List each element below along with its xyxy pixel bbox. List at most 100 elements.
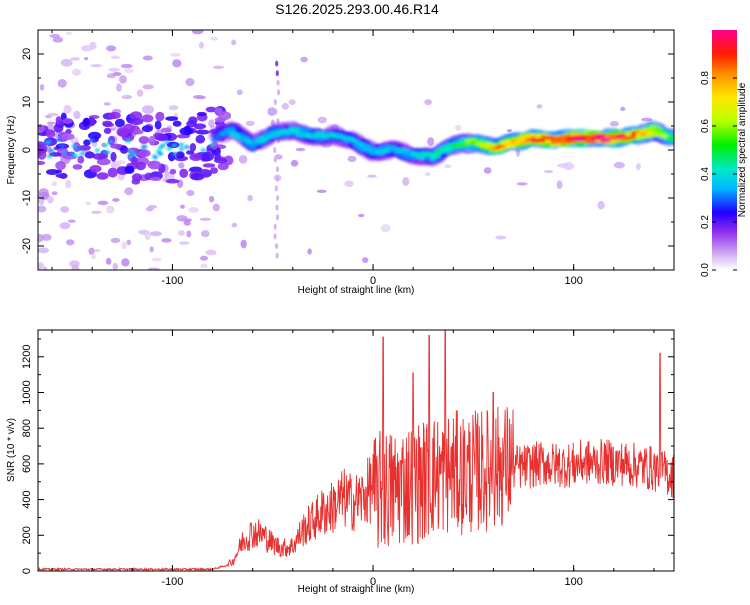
band-blob xyxy=(85,151,95,158)
streak-segment xyxy=(277,89,280,95)
noise-speckle xyxy=(455,125,461,131)
ridge-dot xyxy=(60,144,65,148)
x-tick-label: 100 xyxy=(565,275,583,287)
band-blob xyxy=(115,119,125,127)
noise-speckle xyxy=(116,83,122,91)
noise-speckle xyxy=(106,45,116,51)
ridge-dot xyxy=(172,152,177,156)
noise-speckle xyxy=(201,230,210,237)
spectrogram-y-label: Frequency (Hz) xyxy=(6,116,17,185)
noise-speckle xyxy=(58,79,67,88)
streak-segment xyxy=(274,157,277,163)
ridge-dot xyxy=(46,140,51,144)
ridge-dot xyxy=(95,149,100,153)
noise-speckle xyxy=(169,105,178,110)
band-blob xyxy=(166,179,179,184)
ridge-segment xyxy=(628,137,634,138)
band-blob xyxy=(190,143,196,152)
band-blob xyxy=(196,135,206,144)
streak-segment xyxy=(274,224,277,230)
streak-segment xyxy=(277,80,280,86)
ridge-segment xyxy=(287,132,293,133)
colorbar-tick-label: 0.8 xyxy=(700,71,711,85)
noise-speckle xyxy=(402,177,409,186)
noise-speckle xyxy=(636,163,641,170)
streak-segment xyxy=(276,195,279,201)
noise-speckle xyxy=(289,99,296,105)
noise-speckle xyxy=(148,205,157,209)
ridge-segment xyxy=(292,130,298,131)
streak-segment xyxy=(276,70,279,76)
band-blob xyxy=(59,173,67,179)
noise-speckle xyxy=(186,190,194,196)
y-tick-label: 200 xyxy=(21,526,33,544)
noise-speckle xyxy=(84,57,88,60)
ridge-segment xyxy=(553,141,559,142)
band-blob xyxy=(156,134,168,142)
spectrogram-streak xyxy=(273,61,280,259)
band-blob xyxy=(46,169,59,175)
noise-speckle xyxy=(38,247,50,253)
noise-speckle xyxy=(72,69,81,76)
noise-speckle xyxy=(48,113,59,116)
noise-speckle xyxy=(200,264,208,269)
noise-speckle xyxy=(344,181,353,187)
ridge-dot xyxy=(158,146,163,150)
streak-segment xyxy=(276,214,279,220)
band-blob xyxy=(155,112,164,122)
ridge-dot xyxy=(72,144,77,148)
band-blob xyxy=(210,167,218,174)
ridge-segment xyxy=(272,135,278,136)
band-blob xyxy=(218,163,229,171)
noise-speckle xyxy=(427,137,434,146)
noise-speckle xyxy=(124,69,134,74)
band-blob xyxy=(132,179,141,185)
noise-speckle xyxy=(124,187,133,195)
ridge-dot xyxy=(128,154,133,158)
ridge-dot xyxy=(210,143,215,147)
band-blob xyxy=(77,156,84,164)
band-blob xyxy=(108,168,118,178)
noise-speckle xyxy=(444,164,451,168)
ridge-dot xyxy=(201,148,206,152)
colorbar-tick-label: 0.6 xyxy=(700,119,711,133)
ridge-segment xyxy=(427,154,433,155)
ridge-segment xyxy=(548,138,554,139)
noise-speckle xyxy=(620,107,625,111)
x-tick-label: 100 xyxy=(565,576,583,588)
noise-speckle xyxy=(317,190,327,193)
noise-speckle xyxy=(185,78,194,86)
y-tick-label: 600 xyxy=(21,455,33,473)
ridge-dot xyxy=(141,146,146,150)
band-blob xyxy=(161,128,172,133)
ridge-dot xyxy=(73,154,78,158)
ridge-segment xyxy=(497,146,503,148)
ridge-segment xyxy=(503,142,509,143)
band-blob xyxy=(139,136,150,144)
band-blob xyxy=(197,112,207,116)
noise-speckle xyxy=(38,262,44,269)
snr-y-label: SNR (10 * v/v) xyxy=(6,418,17,482)
noise-speckle xyxy=(161,238,171,243)
noise-speckle xyxy=(71,265,79,274)
ridge-dot xyxy=(49,149,54,153)
noise-speckle xyxy=(537,104,543,108)
y-tick-label: 1200 xyxy=(21,345,33,369)
streak-segment xyxy=(273,147,276,153)
ridge-dot xyxy=(184,145,189,149)
noise-speckle xyxy=(610,121,619,126)
noise-speckle xyxy=(109,68,121,72)
noise-speckle xyxy=(209,196,214,203)
noise-speckle xyxy=(111,56,120,60)
band-blob xyxy=(203,163,216,167)
band-blob xyxy=(120,146,128,154)
band-blob xyxy=(123,124,135,134)
band-blob xyxy=(215,107,223,114)
noise-speckle xyxy=(121,258,129,266)
noise-speckle xyxy=(200,256,208,261)
y-tick-label: 1000 xyxy=(21,380,33,404)
noise-speckle xyxy=(113,263,119,270)
noise-speckle xyxy=(641,118,653,122)
band-blob xyxy=(148,161,161,170)
